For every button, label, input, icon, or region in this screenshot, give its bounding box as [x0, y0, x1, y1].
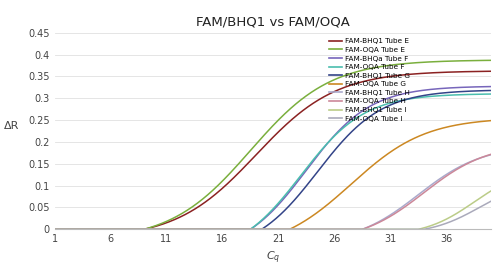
- Line: FAM-OQA Tube I: FAM-OQA Tube I: [55, 201, 491, 229]
- FAM-BHQ1 Tube G: [52, 228, 58, 231]
- FAM-OQA Tube G: [309, 215, 315, 218]
- FAM-OQA Tube E: [52, 228, 58, 231]
- FAM-OQA Tube G: [249, 228, 255, 231]
- FAM-BHQ1 Tube I: [129, 228, 135, 231]
- FAM-OQA Tube I: [380, 228, 386, 231]
- FAM-BHQa Tube F: [380, 98, 386, 102]
- Line: FAM-OQA Tube E: FAM-OQA Tube E: [55, 60, 491, 229]
- FAM-OQA Tube F: [52, 228, 58, 231]
- FAM-BHQa Tube F: [129, 228, 135, 231]
- Line: FAM-OQA Tube H: FAM-OQA Tube H: [55, 154, 491, 229]
- Title: FAM/BHQ1 vs FAM/OQA: FAM/BHQ1 vs FAM/OQA: [196, 16, 350, 29]
- FAM-OQA Tube F: [309, 160, 315, 163]
- FAM-OQA Tube F: [380, 103, 386, 107]
- FAM-OQA Tube G: [164, 228, 170, 231]
- FAM-OQA Tube H: [52, 228, 58, 231]
- FAM-BHQ1 Tube E: [380, 76, 386, 79]
- FAM-BHQ1 Tube H: [129, 228, 135, 231]
- FAM-BHQ1 Tube E: [249, 158, 255, 161]
- FAM-BHQ1 Tube G: [343, 136, 349, 139]
- FAM-OQA Tube I: [52, 228, 58, 231]
- FAM-BHQ1 Tube H: [52, 228, 58, 231]
- Line: FAM-BHQ1 Tube G: FAM-BHQ1 Tube G: [55, 90, 491, 229]
- Y-axis label: ΔR: ΔR: [3, 121, 19, 131]
- FAM-BHQ1 Tube G: [488, 89, 494, 92]
- FAM-BHQ1 Tube E: [488, 70, 494, 73]
- Line: FAM-BHQ1 Tube H: FAM-BHQ1 Tube H: [55, 155, 491, 229]
- FAM-BHQa Tube F: [52, 228, 58, 231]
- FAM-BHQ1 Tube I: [488, 189, 494, 192]
- FAM-OQA Tube I: [164, 228, 170, 231]
- FAM-BHQ1 Tube G: [309, 177, 315, 181]
- Line: FAM-OQA Tube G: FAM-OQA Tube G: [55, 121, 491, 229]
- FAM-OQA Tube H: [164, 228, 170, 231]
- FAM-OQA Tube E: [343, 73, 349, 77]
- FAM-OQA Tube E: [164, 219, 170, 223]
- FAM-BHQ1 Tube I: [343, 228, 349, 231]
- FAM-OQA Tube I: [249, 228, 255, 231]
- FAM-BHQa Tube F: [309, 161, 315, 165]
- FAM-BHQ1 Tube E: [343, 85, 349, 88]
- FAM-OQA Tube E: [488, 59, 494, 62]
- FAM-OQA Tube E: [249, 147, 255, 150]
- FAM-OQA Tube G: [380, 156, 386, 159]
- FAM-OQA Tube F: [129, 228, 135, 231]
- Legend: FAM-BHQ1 Tube E, FAM-OQA Tube E, FAM-BHQa Tube F, FAM-OQA Tube F, FAM-BHQ1 Tube : FAM-BHQ1 Tube E, FAM-OQA Tube E, FAM-BHQ…: [329, 38, 410, 122]
- FAM-BHQ1 Tube H: [309, 228, 315, 231]
- FAM-OQA Tube E: [129, 228, 135, 231]
- FAM-BHQ1 Tube H: [380, 218, 386, 221]
- FAM-OQA Tube F: [249, 227, 255, 230]
- FAM-BHQ1 Tube H: [488, 153, 494, 156]
- FAM-BHQ1 Tube E: [129, 228, 135, 231]
- FAM-BHQa Tube F: [249, 227, 255, 230]
- FAM-BHQa Tube F: [343, 122, 349, 125]
- FAM-BHQ1 Tube I: [380, 228, 386, 231]
- FAM-BHQ1 Tube G: [129, 228, 135, 231]
- FAM-OQA Tube H: [309, 228, 315, 231]
- FAM-OQA Tube G: [52, 228, 58, 231]
- FAM-BHQ1 Tube I: [164, 228, 170, 231]
- FAM-OQA Tube H: [380, 219, 386, 222]
- Line: FAM-BHQ1 Tube E: FAM-BHQ1 Tube E: [55, 71, 491, 229]
- FAM-OQA Tube F: [488, 92, 494, 96]
- Line: FAM-OQA Tube F: FAM-OQA Tube F: [55, 94, 491, 229]
- FAM-OQA Tube H: [249, 228, 255, 231]
- FAM-BHQa Tube F: [488, 85, 494, 88]
- FAM-OQA Tube E: [309, 90, 315, 94]
- FAM-BHQ1 Tube I: [52, 228, 58, 231]
- X-axis label: $C_q$: $C_q$: [265, 250, 280, 266]
- FAM-BHQ1 Tube I: [249, 228, 255, 231]
- FAM-BHQ1 Tube I: [309, 228, 315, 231]
- FAM-OQA Tube H: [488, 153, 494, 156]
- FAM-BHQ1 Tube G: [164, 228, 170, 231]
- FAM-BHQa Tube F: [164, 228, 170, 231]
- FAM-OQA Tube G: [488, 119, 494, 122]
- FAM-OQA Tube H: [129, 228, 135, 231]
- FAM-OQA Tube I: [129, 228, 135, 231]
- Line: FAM-BHQ1 Tube I: FAM-BHQ1 Tube I: [55, 191, 491, 229]
- FAM-OQA Tube I: [309, 228, 315, 231]
- FAM-OQA Tube F: [164, 228, 170, 231]
- FAM-OQA Tube F: [343, 124, 349, 127]
- FAM-OQA Tube G: [129, 228, 135, 231]
- FAM-BHQ1 Tube E: [52, 228, 58, 231]
- FAM-BHQ1 Tube G: [249, 228, 255, 231]
- FAM-BHQ1 Tube E: [309, 103, 315, 106]
- FAM-BHQ1 Tube G: [380, 107, 386, 110]
- FAM-OQA Tube E: [380, 65, 386, 68]
- FAM-OQA Tube I: [488, 200, 494, 203]
- FAM-BHQ1 Tube E: [164, 221, 170, 224]
- FAM-OQA Tube G: [343, 187, 349, 190]
- FAM-BHQ1 Tube H: [164, 228, 170, 231]
- FAM-BHQ1 Tube H: [249, 228, 255, 231]
- Line: FAM-BHQa Tube F: FAM-BHQa Tube F: [55, 87, 491, 229]
- FAM-BHQ1 Tube H: [343, 228, 349, 231]
- FAM-OQA Tube H: [343, 228, 349, 231]
- FAM-OQA Tube I: [343, 228, 349, 231]
